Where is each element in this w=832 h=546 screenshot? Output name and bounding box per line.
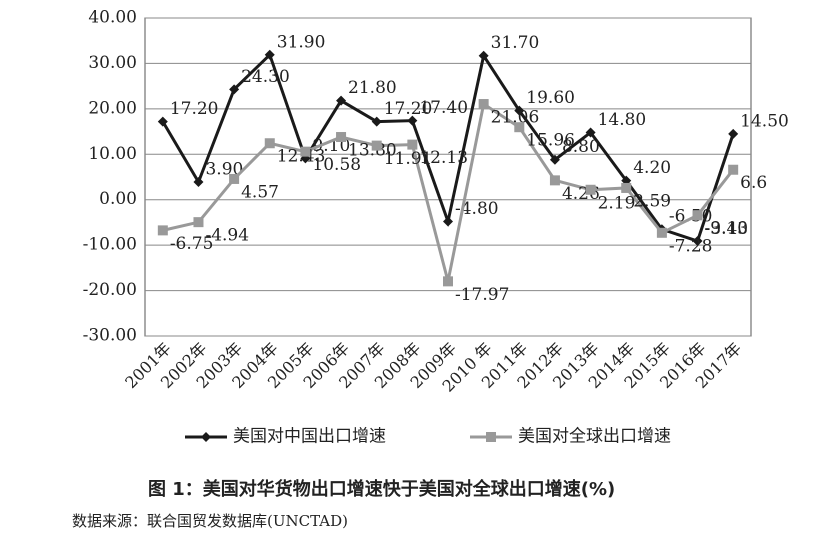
data-label: 12.43 (277, 147, 326, 167)
y-tick-label: 30.00 (88, 53, 137, 73)
y-tick-label: -10.00 (83, 235, 137, 255)
point (229, 173, 240, 184)
data-label: 17.20 (170, 99, 219, 119)
data-label: 14.50 (740, 111, 789, 131)
point (336, 132, 347, 143)
point (443, 276, 453, 287)
point (549, 175, 560, 186)
point (443, 216, 453, 227)
point (692, 210, 703, 221)
data-label: -4.94 (205, 226, 249, 246)
y-tick-label: 10.00 (88, 144, 137, 164)
point (621, 182, 632, 193)
data-label: -6.75 (170, 234, 214, 254)
point (193, 176, 204, 187)
legend-label: 美国对中国出口增速 (233, 427, 386, 447)
data-label: -9.10 (705, 219, 749, 239)
point (300, 146, 311, 157)
data-label: 2.19 (598, 193, 636, 213)
data-label: 4.20 (633, 158, 671, 178)
point (728, 164, 739, 175)
data-label: 15.96 (526, 131, 575, 151)
data-label: 21.06 (491, 108, 540, 128)
point (514, 105, 525, 116)
y-tick-label: 0.00 (99, 189, 137, 209)
point (656, 227, 667, 238)
point (585, 127, 596, 138)
point (478, 99, 489, 110)
point (157, 225, 168, 236)
point (728, 128, 739, 139)
point (514, 122, 525, 133)
data-label: 2.59 (633, 191, 671, 211)
data-label: 24.30 (241, 67, 290, 87)
point (193, 217, 204, 228)
point (201, 432, 211, 442)
point (371, 116, 382, 127)
data-label: 31.90 (277, 32, 326, 52)
source: 数据来源：联合国贸发数据库(UNCTAD) (72, 512, 348, 530)
y-tick-label: 40.00 (88, 8, 137, 28)
point (264, 49, 275, 60)
data-label: 12.13 (419, 148, 468, 168)
point (585, 184, 596, 195)
point (478, 50, 489, 61)
point (549, 154, 560, 165)
y-tick-label: 20.00 (88, 98, 137, 118)
y-tick-label: -20.00 (83, 280, 137, 300)
data-label: -4.80 (455, 199, 499, 219)
data-label: -17.97 (455, 285, 509, 305)
point (407, 115, 418, 126)
legend-label: 美国对全球出口增速 (518, 427, 671, 447)
point (692, 236, 703, 247)
point (486, 432, 496, 442)
caption: 图 1：美国对华货物出口增速快于美国对全球出口增速(%) (148, 478, 615, 500)
point (407, 139, 418, 150)
data-label: 11.91 (384, 149, 433, 169)
data-label: 8.80 (562, 137, 600, 157)
data-label: 6.6 (740, 173, 767, 193)
data-label: 17.20 (384, 99, 433, 119)
data-label: 4.57 (241, 182, 279, 202)
y-tick-label: -30.00 (83, 326, 137, 346)
data-label: 21.80 (348, 78, 397, 98)
point (229, 84, 240, 95)
point (371, 140, 382, 151)
data-label: -3.43 (705, 219, 749, 239)
data-label: 17.40 (419, 98, 468, 118)
point (336, 95, 347, 106)
data-label: 10.58 (312, 155, 361, 175)
data-label: 31.70 (491, 33, 540, 53)
point (264, 138, 275, 149)
data-label: 19.60 (526, 88, 575, 108)
data-label: 14.80 (598, 110, 647, 130)
point (157, 116, 168, 127)
data-label: -7.28 (669, 236, 713, 256)
